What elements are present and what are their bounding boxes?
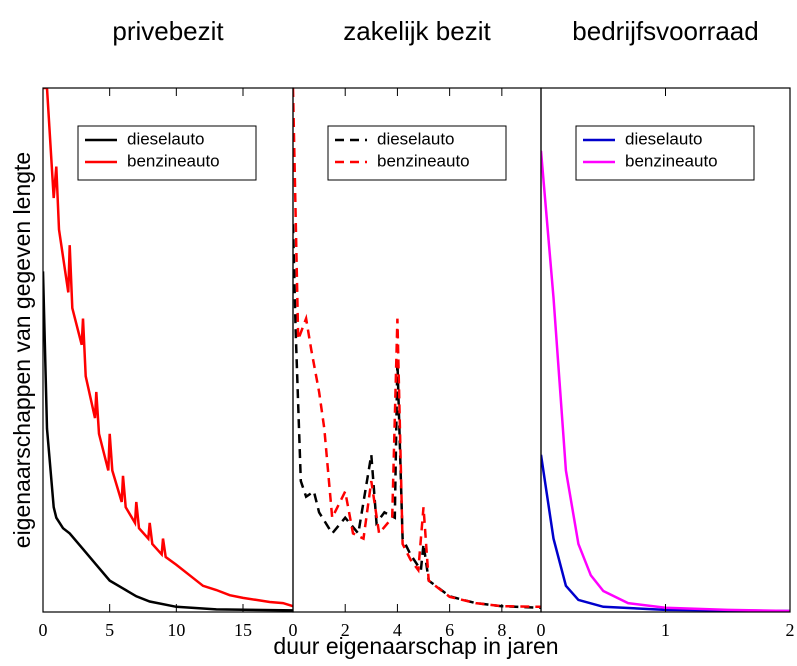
legend-label: dieselauto — [625, 129, 703, 148]
x-tick-label: 4 — [393, 620, 402, 640]
x-tick-label: 1 — [661, 620, 670, 640]
legend-label: dieselauto — [127, 129, 205, 148]
series-line — [541, 150, 790, 612]
y-axis-label: eigenaarschappen van gegeven lengte — [9, 152, 35, 548]
panel-title: privebezit — [112, 16, 224, 46]
panel-frame — [540, 87, 791, 613]
legend-box — [77, 125, 257, 181]
plot-area — [293, 88, 541, 610]
series-line — [43, 271, 293, 612]
x-tick-label: 8 — [497, 620, 506, 640]
x-tick-label: 2 — [341, 620, 350, 640]
x-tick-label: 2 — [786, 620, 795, 640]
x-tick-label: 0 — [289, 620, 298, 640]
legend-box — [327, 125, 507, 181]
panel-title: bedrijfsvoorraad — [572, 16, 758, 46]
series-line — [541, 454, 790, 612]
series-line — [293, 224, 541, 610]
plot-area — [43, 88, 293, 612]
x-tick-label: 15 — [234, 620, 252, 640]
x-tick-label: 0 — [39, 620, 48, 640]
legend-label: dieselauto — [377, 129, 455, 148]
legend-box — [575, 125, 755, 181]
series-line — [43, 88, 293, 608]
series-line — [293, 88, 541, 609]
x-tick-label: 6 — [445, 620, 454, 640]
x-axis-label: duur eigenaarschap in jaren — [273, 633, 558, 659]
x-tick-label: 0 — [537, 620, 546, 640]
legend-label: benzineauto — [625, 151, 718, 170]
panel-title: zakelijk bezit — [343, 16, 491, 46]
x-tick-label: 5 — [105, 620, 114, 640]
legend-label: benzineauto — [377, 151, 470, 170]
x-tick-label: 10 — [167, 620, 185, 640]
legend-label: benzineauto — [127, 151, 220, 170]
plot-area — [541, 150, 790, 612]
